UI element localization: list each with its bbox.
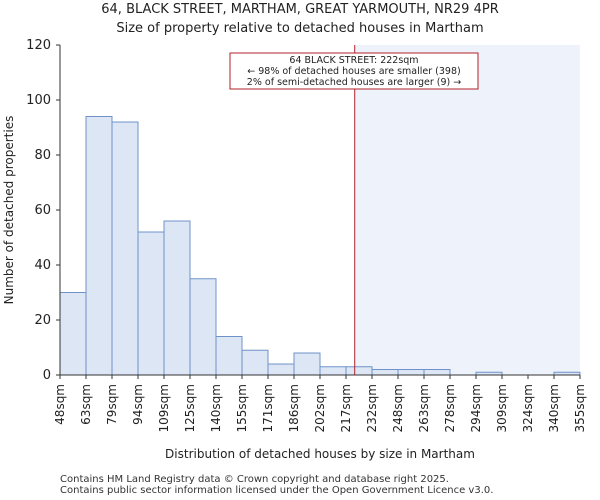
- x-tick-label: 79sqm: [105, 384, 119, 425]
- bar: [397, 369, 425, 376]
- bar: [371, 369, 399, 376]
- x-tick-label: 263sqm: [417, 384, 431, 432]
- footer-copyright: Contains HM Land Registry data © Crown c…: [60, 474, 449, 485]
- x-tick-label: 171sqm: [261, 384, 275, 432]
- y-tick-label: 60: [34, 203, 51, 218]
- x-tick-label: 232sqm: [365, 384, 379, 432]
- x-axis-title: Distribution of detached houses by size …: [165, 447, 475, 461]
- y-tick-label: 40: [34, 258, 51, 273]
- x-tick-label: 309sqm: [495, 384, 509, 432]
- bar: [111, 121, 139, 376]
- x-tick-label: 186sqm: [287, 384, 301, 432]
- x-tick-label: 48sqm: [53, 384, 67, 425]
- annotation-line: ← 98% of detached houses are smaller (39…: [247, 66, 460, 77]
- bar: [267, 363, 295, 376]
- chart-title: 64, BLACK STREET, MARTHAM, GREAT YARMOUT…: [101, 2, 499, 17]
- bar: [59, 292, 87, 376]
- annotation-line: 64 BLACK STREET: 222sqm: [289, 55, 418, 66]
- x-tick-label: 217sqm: [339, 384, 353, 432]
- y-tick-label: 120: [26, 38, 51, 53]
- bar: [85, 116, 113, 376]
- bar: [189, 278, 217, 376]
- bar: [241, 349, 269, 376]
- x-tick-label: 324sqm: [521, 384, 535, 432]
- y-tick-label: 0: [43, 368, 51, 383]
- bar: [137, 231, 165, 376]
- bar: [163, 220, 191, 376]
- x-tick-label: 125sqm: [183, 384, 197, 432]
- x-tick-label: 63sqm: [79, 384, 93, 425]
- bar: [345, 366, 373, 376]
- y-tick-label: 100: [26, 93, 51, 108]
- x-tick-label: 202sqm: [313, 384, 327, 432]
- y-axis-title: Number of detached properties: [2, 116, 16, 305]
- x-tick-label: 340sqm: [547, 384, 561, 432]
- x-tick-label: 355sqm: [573, 384, 587, 432]
- footer-licence: Contains public sector information licen…: [60, 485, 494, 496]
- x-tick-label: 294sqm: [469, 384, 483, 432]
- y-tick-label: 80: [34, 148, 51, 163]
- annotation-box: [229, 52, 479, 90]
- x-tick-label: 94sqm: [131, 384, 145, 425]
- x-tick-label: 140sqm: [209, 384, 223, 432]
- y-tick-label: 20: [34, 313, 51, 328]
- chart-subtitle: Size of property relative to detached ho…: [116, 21, 484, 36]
- highlight-region: [354, 45, 580, 375]
- x-tick-label: 155sqm: [235, 384, 249, 432]
- annotation-line: 2% of semi-detached houses are larger (9…: [247, 77, 461, 88]
- bar: [319, 366, 347, 376]
- x-tick-label: 248sqm: [391, 384, 405, 432]
- bar: [215, 336, 243, 376]
- bar: [293, 352, 321, 376]
- bar: [423, 369, 451, 376]
- x-tick-label: 278sqm: [443, 384, 457, 432]
- x-tick-label: 109sqm: [157, 384, 171, 432]
